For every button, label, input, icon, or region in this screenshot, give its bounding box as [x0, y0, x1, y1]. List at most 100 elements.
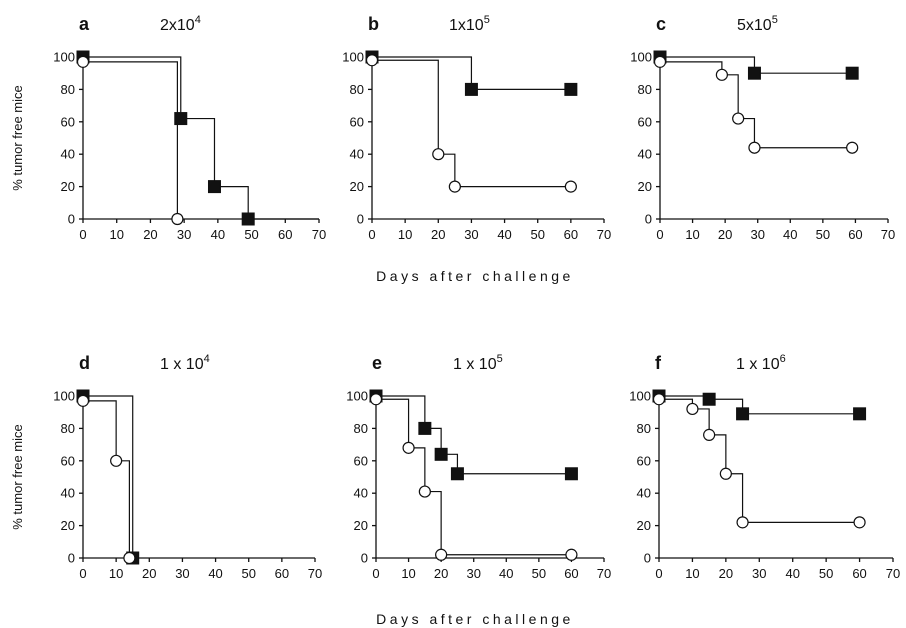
panel-b: 0 20 40 60 80 100 0 10 20 30 40 50 60 70 b 1x105	[342, 14, 611, 242]
y-tick-label: 20	[61, 518, 75, 533]
y-tick-label: 100	[629, 389, 651, 404]
x-tick-label: 30	[464, 227, 478, 242]
y-tick-label: 80	[61, 421, 75, 436]
x-tick-label: 20	[719, 566, 733, 581]
y-tick-label: 0	[644, 551, 651, 566]
open-circle-point	[715, 68, 728, 81]
open-circle-point	[732, 112, 745, 125]
x-tick-label: 40	[499, 566, 513, 581]
x-tick-label: 0	[655, 566, 662, 581]
y-tick-label: 80	[354, 421, 368, 436]
y-tick-label: 60	[350, 114, 364, 129]
panel-title-exponent: 4	[204, 353, 210, 365]
x-tick-label: 0	[372, 566, 379, 581]
open-series-line	[83, 400, 130, 558]
panel-title-base: 1 x 10	[453, 356, 497, 373]
open-series-line	[659, 398, 860, 523]
y-tick-label: 40	[61, 147, 75, 162]
panel-title: 1 x 105	[453, 353, 503, 373]
x-tick-label: 70	[881, 227, 895, 242]
filled-series-line	[660, 56, 853, 74]
panel-title: 5x105	[737, 14, 778, 34]
panel-f: 0 20 40 60 80 100 0 10 20 30 40 50 60 70 f 1 x 106	[629, 353, 900, 581]
open-circle-point	[402, 441, 415, 454]
x-tick-label: 70	[886, 566, 900, 581]
panel-title-exponent: 6	[780, 353, 786, 365]
open-circle-point	[736, 516, 749, 529]
x-tick-label: 20	[434, 566, 448, 581]
y-tick-label: 20	[350, 179, 364, 194]
open-circle-point	[123, 551, 136, 565]
x-tick-label: 70	[597, 227, 611, 242]
x-tick-label: 30	[175, 566, 189, 581]
x-tick-label: 0	[656, 227, 663, 242]
y-tick-label: 60	[61, 453, 75, 468]
open-circle-point	[853, 516, 866, 529]
y-tick-label: 0	[645, 212, 652, 227]
panel-title-exponent: 5	[497, 353, 503, 365]
y-tick-label: 100	[53, 50, 75, 65]
filled-square-point	[241, 212, 255, 226]
filled-series-line	[376, 395, 572, 475]
x-tick-label: 10	[685, 227, 699, 242]
panel-title-exponent: 5	[484, 14, 490, 26]
panel-c: 0 20 40 60 80 100 0 10 20 30 40 50 60 70 c 5x105	[630, 14, 895, 242]
filled-square-point	[564, 467, 578, 481]
y-tick-label: 60	[61, 114, 75, 129]
open-series-line	[376, 398, 572, 556]
filled-square-point	[702, 392, 716, 406]
y-tick-label: 80	[637, 421, 651, 436]
y-tick-label: 60	[638, 114, 652, 129]
open-circle-point	[686, 402, 699, 416]
y-tick-label: 100	[342, 50, 364, 65]
y-tick-label: 20	[354, 518, 368, 533]
x-tick-label: 60	[275, 566, 289, 581]
panel-title-exponent: 5	[772, 14, 778, 26]
x-tick-label: 70	[312, 227, 326, 242]
panel-letter: e	[372, 353, 382, 373]
x-tick-label: 60	[852, 566, 866, 581]
open-circle-point	[76, 55, 90, 68]
filled-square-point	[434, 447, 448, 461]
x-tick-label: 60	[564, 227, 578, 242]
y-tick-label: 80	[638, 82, 652, 97]
x-tick-label: 20	[431, 227, 445, 242]
x-tick-label: 0	[79, 566, 86, 581]
panel-letter: d	[79, 353, 90, 373]
open-circle-point	[652, 393, 666, 406]
filled-series-line	[83, 395, 134, 558]
filled-square-point	[464, 82, 478, 96]
open-series-line	[372, 59, 571, 188]
y-tick-label: 40	[354, 486, 368, 501]
open-circle-point	[369, 393, 383, 406]
x-tick-label: 40	[211, 227, 225, 242]
x-tick-label: 30	[752, 566, 766, 581]
panel-title: 1x105	[449, 14, 490, 34]
open-circle-point	[564, 180, 577, 193]
filled-square-point	[747, 66, 761, 80]
y-tick-label: 40	[637, 486, 651, 501]
y-tick-label: 0	[361, 551, 368, 566]
y-tick-label: 80	[350, 82, 364, 97]
open-circle-point	[365, 54, 379, 67]
y-tick-label: 20	[638, 179, 652, 194]
panel-title-base: 1 x 10	[736, 356, 780, 373]
y-tick-label: 40	[61, 486, 75, 501]
filled-square-point	[174, 112, 188, 126]
filled-square-point	[564, 82, 578, 96]
open-circle-point	[703, 428, 716, 441]
x-tick-label: 30	[750, 227, 764, 242]
panel-title: 2x104	[160, 14, 201, 34]
x-tick-label: 20	[143, 227, 157, 242]
open-series-line	[83, 61, 178, 219]
x-tick-label: 60	[278, 227, 292, 242]
x-axis-label-bottom: Days after challenge	[376, 611, 574, 627]
filled-square-point	[845, 66, 859, 80]
x-tick-label: 10	[685, 566, 699, 581]
x-tick-label: 70	[308, 566, 322, 581]
x-axis-label-top: Days after challenge	[376, 268, 574, 284]
x-tick-label: 30	[466, 566, 480, 581]
y-axis-label: % tumor free mice	[10, 85, 25, 190]
filled-square-point	[450, 467, 464, 481]
